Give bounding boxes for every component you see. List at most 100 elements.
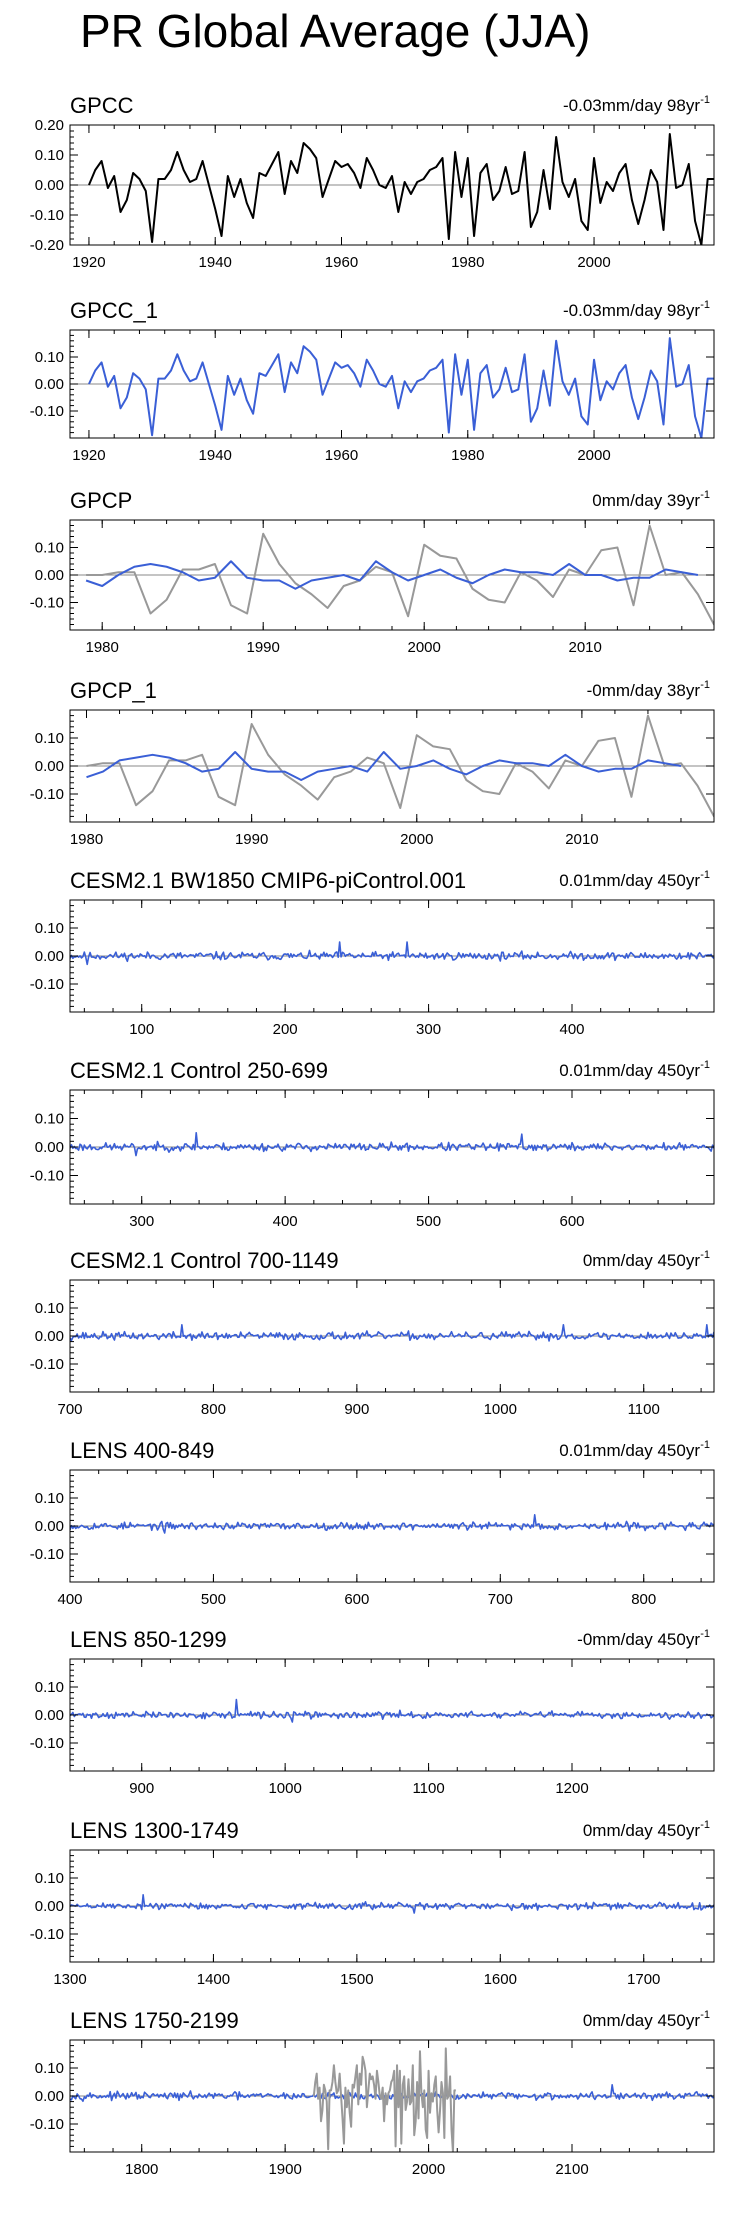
x-tick-label: 1920 bbox=[72, 254, 105, 271]
x-tick-label: 400 bbox=[57, 1591, 82, 1608]
x-tick-label: 600 bbox=[344, 1591, 369, 1608]
x-tick-label: 1000 bbox=[268, 1780, 301, 1797]
panel-title: GPCC_1 bbox=[70, 298, 158, 323]
series-line-model bbox=[70, 1514, 714, 1534]
series-line-model bbox=[70, 941, 714, 966]
trend-label: -0mm/day 450yr bbox=[577, 1630, 700, 1649]
y-tick-label: -0.10 bbox=[30, 1356, 64, 1373]
y-tick-label: 0.10 bbox=[35, 1679, 64, 1696]
y-tick-label: 0.00 bbox=[35, 1898, 64, 1915]
x-tick-label: 1980 bbox=[451, 447, 484, 464]
y-tick-label: 0.00 bbox=[35, 177, 64, 194]
x-tick-label: 1940 bbox=[199, 447, 232, 464]
y-tick-label: 0.10 bbox=[35, 730, 64, 747]
panel-title: LENS 400-849 bbox=[70, 1438, 214, 1463]
y-tick-label: -0.10 bbox=[30, 976, 64, 993]
x-tick-label: 400 bbox=[273, 1213, 298, 1230]
x-tick-label: 1600 bbox=[484, 1971, 517, 1988]
trend-superscript: -1 bbox=[700, 299, 710, 311]
y-tick-label: -0.10 bbox=[30, 403, 64, 420]
trend-superscript: -1 bbox=[700, 1819, 710, 1831]
x-tick-label: 2010 bbox=[565, 831, 598, 848]
x-tick-label: 2000 bbox=[412, 2161, 445, 2178]
panel-title: LENS 850-1299 bbox=[70, 1627, 227, 1652]
trend-label: 0.01mm/day 450yr bbox=[559, 871, 700, 890]
y-tick-label: 0.10 bbox=[35, 2060, 64, 2077]
y-tick-label: 0.00 bbox=[35, 758, 64, 775]
trend-label: 0.01mm/day 450yr bbox=[559, 1061, 700, 1080]
trend-superscript: -1 bbox=[700, 94, 710, 106]
y-tick-label: -0.10 bbox=[30, 2116, 64, 2133]
series-line-overlay bbox=[312, 2047, 456, 2152]
panel-8: LENS 400-849 0.01mm/day 450yr -1 0.10 0.00 -0… bbox=[30, 1438, 715, 1608]
x-tick-label: 300 bbox=[416, 1021, 441, 1038]
series-line-observed bbox=[88, 133, 714, 245]
y-tick-label: 0.10 bbox=[35, 1490, 64, 1507]
x-tick-label: 800 bbox=[201, 1401, 226, 1418]
panel-2: GPCC_1 -0.03mm/day 98yr -1 0.10 0.00 -0.10 192… bbox=[30, 298, 715, 464]
panel-6: CESM2.1 Control 250-699 0.01mm/day 450yr -… bbox=[30, 1058, 715, 1230]
x-tick-label: 100 bbox=[129, 1021, 154, 1038]
y-tick-label: 0.00 bbox=[35, 567, 64, 584]
x-tick-label: 1400 bbox=[197, 1971, 230, 1988]
x-tick-label: 700 bbox=[57, 1401, 82, 1418]
x-tick-label: 1500 bbox=[340, 1971, 373, 1988]
trend-superscript: -1 bbox=[700, 489, 710, 501]
x-tick-label: 1000 bbox=[484, 1401, 517, 1418]
y-tick-label: -0.10 bbox=[30, 1546, 64, 1563]
trend-superscript: -1 bbox=[700, 1439, 710, 1451]
panel-11: LENS 1750-2199 0mm/day 450yr -1 0.10 0.00 -0.… bbox=[30, 2008, 715, 2178]
x-tick-label: 2000 bbox=[577, 254, 610, 271]
x-tick-label: 1700 bbox=[627, 1971, 660, 1988]
x-tick-label: 2000 bbox=[400, 831, 433, 848]
x-tick-label: 1940 bbox=[199, 254, 232, 271]
y-tick-label: -0.10 bbox=[30, 1735, 64, 1752]
panel-title: GPCP bbox=[70, 488, 132, 513]
panel-title: CESM2.1 Control 700-1149 bbox=[70, 1248, 339, 1273]
y-tick-label: -0.10 bbox=[30, 595, 64, 612]
x-tick-label: 500 bbox=[201, 1591, 226, 1608]
x-tick-label: 1980 bbox=[70, 831, 103, 848]
x-tick-label: 1960 bbox=[325, 254, 358, 271]
trend-label: 0mm/day 450yr bbox=[583, 1821, 700, 1840]
y-tick-label: -0.20 bbox=[30, 237, 64, 254]
x-tick-label: 1100 bbox=[628, 1401, 660, 1418]
x-tick-label: 1900 bbox=[268, 2161, 301, 2178]
trend-label: 0.01mm/day 450yr bbox=[559, 1441, 700, 1460]
series-line-overlay bbox=[86, 524, 714, 626]
panel-title: GPCP_1 bbox=[70, 678, 157, 703]
panel-9: LENS 850-1299 -0mm/day 450yr -1 0.10 0.00 -0.… bbox=[30, 1627, 715, 1797]
x-tick-label: 600 bbox=[559, 1213, 584, 1230]
panel-4: GPCP_1 -0mm/day 38yr -1 0.10 0.00 -0.10 1980 19… bbox=[30, 678, 715, 848]
y-tick-label: 0.10 bbox=[35, 349, 64, 366]
trend-label: 0mm/day 450yr bbox=[583, 2011, 700, 2030]
x-tick-label: 1800 bbox=[125, 2161, 158, 2178]
x-tick-label: 2100 bbox=[555, 2161, 588, 2178]
x-tick-label: 1980 bbox=[451, 254, 484, 271]
series-line-model bbox=[70, 1324, 714, 1342]
x-tick-label: 200 bbox=[273, 1021, 298, 1038]
series-line-overlay bbox=[86, 714, 714, 818]
trend-superscript: -1 bbox=[700, 869, 710, 881]
x-tick-label: 700 bbox=[488, 1591, 513, 1608]
x-tick-label: 1980 bbox=[86, 639, 119, 656]
series-line-model bbox=[86, 751, 682, 781]
y-tick-label: 0.00 bbox=[35, 1707, 64, 1724]
series-line-model bbox=[85, 560, 699, 590]
y-tick-label: 0.10 bbox=[35, 147, 64, 164]
panel-title: CESM2.1 BW1850 CMIP6-piControl.001 bbox=[70, 868, 466, 893]
series-line-model bbox=[70, 1131, 714, 1157]
panel-5: CESM2.1 BW1850 CMIP6-piControl.001 0.01mm… bbox=[30, 868, 715, 1038]
x-tick-label: 1920 bbox=[72, 447, 105, 464]
x-tick-label: 2000 bbox=[577, 447, 610, 464]
x-tick-label: 1300 bbox=[53, 1971, 86, 1988]
trend-label: 0mm/day 450yr bbox=[583, 1251, 700, 1270]
trend-superscript: -1 bbox=[700, 1249, 710, 1261]
panel-1: GPCC -0.03mm/day 98yr -1 0.20 0.10 0.00 -0.10 -… bbox=[30, 93, 715, 271]
trend-superscript: -1 bbox=[700, 1628, 710, 1640]
panel-10: LENS 1300-1749 0mm/day 450yr -1 0.10 0.00 -0.… bbox=[30, 1818, 715, 1988]
x-tick-label: 1990 bbox=[235, 831, 268, 848]
panel-title: CESM2.1 Control 250-699 bbox=[70, 1058, 328, 1083]
y-tick-label: 0.20 bbox=[35, 117, 64, 134]
y-tick-label: 0.00 bbox=[35, 1328, 64, 1345]
